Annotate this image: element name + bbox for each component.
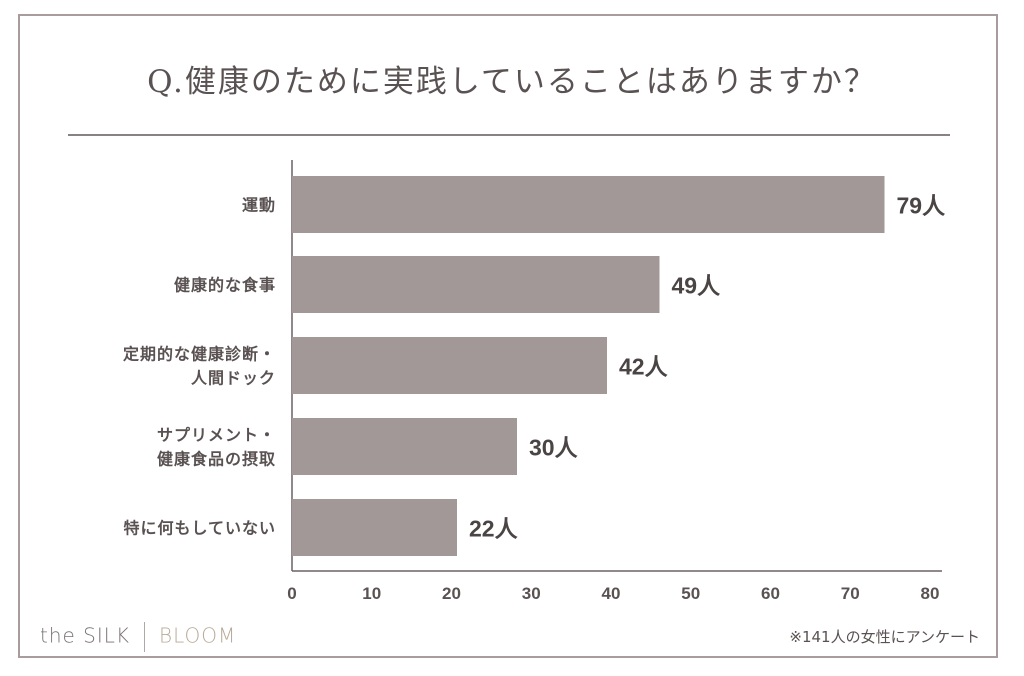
x-tick-label: 70	[841, 584, 860, 603]
category-label: 健康食品の摂取	[157, 450, 276, 469]
x-tick-label: 40	[602, 584, 621, 603]
logo-separator	[144, 622, 146, 652]
bar	[292, 499, 457, 556]
x-tick-label: 30	[522, 584, 541, 603]
survey-note: ※141人の女性にアンケート	[789, 628, 980, 646]
x-tick-label: 20	[442, 584, 461, 603]
category-label: 定期的な健康診断・	[122, 345, 276, 364]
title-divider	[68, 134, 950, 136]
category-label: 人間ドック	[191, 369, 276, 388]
category-label: 健康的な食事	[174, 276, 276, 295]
bar	[292, 337, 607, 394]
x-tick-label: 10	[362, 584, 381, 603]
category-label: 特に何もしていない	[123, 519, 276, 538]
logo: the SILK BLOOM	[40, 622, 236, 652]
data-label: 42人	[619, 354, 669, 380]
x-tick-label: 50	[681, 584, 700, 603]
chart-title: Q.健康のために実践していることはありますか？	[147, 64, 877, 100]
x-tick-label: 60	[761, 584, 780, 603]
bar	[292, 256, 660, 313]
x-tick-label: 0	[287, 584, 296, 603]
logo-right: BLOOM	[159, 623, 237, 648]
data-label: 30人	[529, 435, 579, 461]
bar	[292, 418, 517, 475]
category-label: 運動	[242, 196, 276, 215]
bar	[292, 176, 885, 233]
data-label: 79人	[897, 193, 947, 219]
category-label: サプリメント・	[157, 426, 276, 445]
x-tick-label: 80	[921, 584, 940, 603]
data-label: 49人	[672, 273, 722, 299]
logo-left: the SILK	[40, 623, 131, 648]
frame-border	[18, 14, 998, 658]
data-label: 22人	[469, 516, 519, 542]
